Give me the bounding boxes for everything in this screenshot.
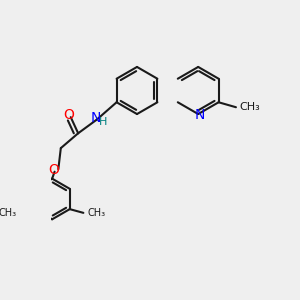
Text: O: O: [63, 108, 74, 122]
Text: N: N: [90, 111, 101, 125]
Text: CH₃: CH₃: [88, 208, 106, 218]
Text: CH₃: CH₃: [0, 208, 16, 218]
Text: O: O: [48, 164, 59, 178]
Text: H: H: [99, 117, 107, 127]
Text: N: N: [194, 108, 205, 122]
Text: CH₃: CH₃: [240, 102, 260, 112]
